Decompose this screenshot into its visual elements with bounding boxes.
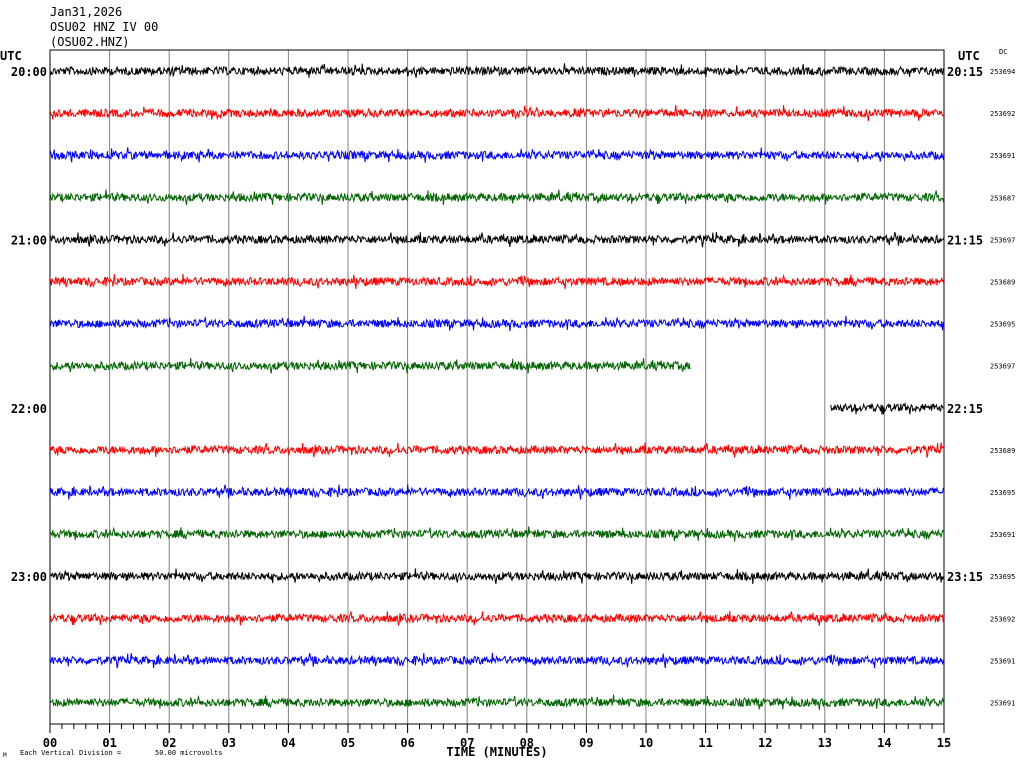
- x-tick-label: 12: [758, 736, 772, 750]
- plot-frame: [49, 49, 945, 725]
- dc-offset-label: 253695: [990, 489, 1015, 497]
- dc-offset-label: 253689: [990, 447, 1015, 455]
- x-tick-label: 04: [281, 736, 295, 750]
- row-time-label: 22:00: [11, 402, 47, 416]
- station-label: OSU02 HNZ IV 00: [50, 20, 159, 34]
- channel-label: (OSU02.HNZ): [50, 35, 130, 49]
- x-tick-label: 14: [877, 736, 891, 750]
- x-tick-label: 07: [460, 736, 474, 750]
- x-axis-title: TIME (MINUTES): [446, 745, 547, 759]
- row-time-label: 20:00: [11, 65, 47, 79]
- row-end-time-label: 22:15: [947, 402, 983, 416]
- x-tick-label: 00: [43, 736, 57, 750]
- dc-offset-label: 253687: [990, 194, 1015, 202]
- trace-row-15: [49, 652, 945, 669]
- trace-row-7: [49, 315, 945, 332]
- trace-row-6: [49, 273, 945, 290]
- x-tick-label: 03: [222, 736, 236, 750]
- row-end-time-label: 20:15: [947, 65, 983, 79]
- dc-offset-label: 253695: [990, 321, 1015, 329]
- x-tick-label: 01: [102, 736, 116, 750]
- trace-row-3: [49, 147, 945, 163]
- dc-offset-label: 253691: [990, 152, 1015, 160]
- trace-row-10: [49, 442, 945, 458]
- x-tick-label: 06: [400, 736, 414, 750]
- dc-offset-label: 253691: [990, 657, 1015, 665]
- dc-offset-label: 253697: [990, 236, 1015, 244]
- x-tick-label: 15: [937, 736, 951, 750]
- x-tick-label: 11: [698, 736, 712, 750]
- trace-row-5: [49, 231, 945, 248]
- trace-row-16: [49, 694, 945, 711]
- trace-row-4: [49, 189, 945, 206]
- x-tick-label: 09: [579, 736, 593, 750]
- dc-offset-label: 253689: [990, 279, 1015, 287]
- dc-offset-label: 253692: [990, 615, 1015, 623]
- corner-mark: M: [3, 752, 7, 759]
- trace-row-8: [49, 357, 691, 374]
- trace-row-14: [49, 611, 945, 626]
- x-tick-label: 02: [162, 736, 176, 750]
- dc-offset-label: 253691: [990, 531, 1015, 539]
- x-tick-label: 08: [520, 736, 534, 750]
- trace-row-2: [49, 105, 945, 122]
- trace-row-11: [49, 484, 945, 500]
- plot-date: Jan31,2026: [50, 5, 123, 19]
- trace-row-9: [830, 401, 944, 415]
- dc-offset-label: 253692: [990, 110, 1015, 118]
- x-tick-label: 10: [639, 736, 653, 750]
- x-tick-label: 13: [818, 736, 832, 750]
- dc-offset-label: 253691: [990, 700, 1015, 708]
- trace-row-13: [49, 568, 945, 585]
- utc-left-label: UTC: [0, 49, 22, 63]
- dc-offset-label: 253695: [990, 573, 1015, 581]
- scale-value: 50.00 microvolts: [155, 749, 223, 757]
- scale-note: Each Vertical Division =: [20, 749, 122, 757]
- trace-row-1: [49, 63, 945, 78]
- trace-row-12: [49, 526, 945, 542]
- dc-offset-label: 253694: [990, 68, 1015, 76]
- row-time-label: 23:00: [11, 570, 47, 584]
- row-end-time-label: 21:15: [947, 233, 983, 247]
- utc-right-label: UTC: [958, 49, 980, 63]
- row-end-time-label: 23:15: [947, 570, 983, 584]
- dc-offset-label: 253697: [990, 363, 1015, 371]
- dc-header-label: DC: [999, 48, 1008, 56]
- x-tick-label: 05: [341, 736, 355, 750]
- row-time-label: 21:00: [11, 233, 47, 247]
